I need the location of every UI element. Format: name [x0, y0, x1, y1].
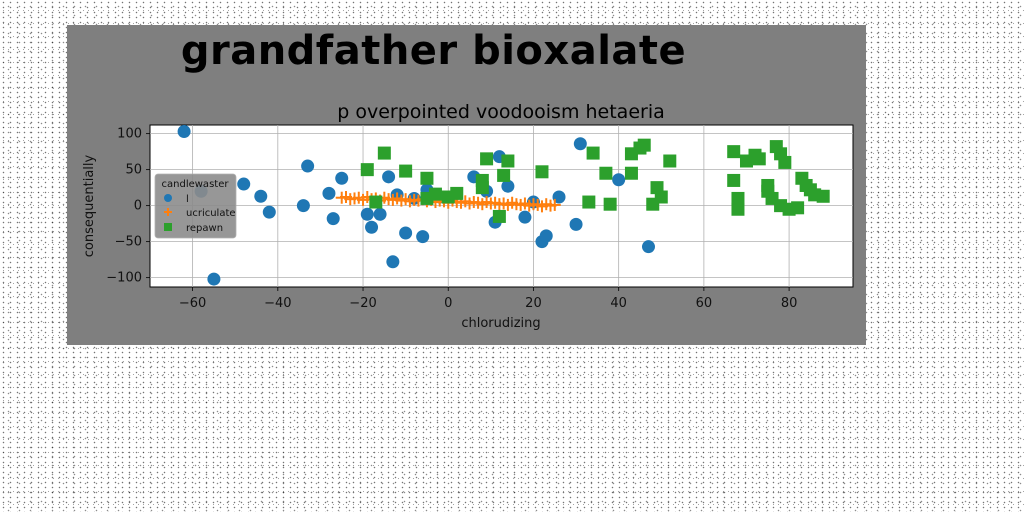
data-point [428, 187, 442, 201]
data-point [569, 217, 583, 231]
data-point [301, 159, 315, 173]
data-point [731, 191, 745, 205]
x-tick-label: −60 [179, 296, 206, 311]
data-point [207, 272, 221, 286]
figure-title: grandfather bioxalate [180, 28, 687, 74]
x-tick-label: 20 [525, 296, 542, 311]
data-point [326, 212, 340, 226]
data-point [254, 189, 268, 203]
data-point [582, 195, 596, 209]
ticks: −60 −40 −20 0 20 40 60 80 −100 −50 0 50 100 [106, 127, 797, 311]
data-point [624, 166, 638, 180]
data-point [535, 165, 549, 179]
data-point [599, 166, 613, 180]
series-repawn [360, 138, 830, 223]
data-point [552, 190, 566, 204]
legend-label-l: l [186, 194, 189, 205]
data-point [663, 154, 677, 168]
legend-label-ucriculate: ucriculate [186, 208, 236, 219]
data-point [586, 146, 600, 160]
data-point [420, 171, 434, 185]
data-point [497, 168, 511, 182]
data-point [360, 207, 374, 221]
legend-label-repawn: repawn [186, 223, 223, 234]
legend-marker-repawn [164, 223, 172, 231]
data-point [727, 145, 741, 159]
data-point [816, 189, 830, 203]
data-point [450, 186, 464, 200]
data-point [731, 202, 745, 216]
data-point [365, 220, 379, 234]
x-tick-label: 60 [696, 296, 713, 311]
data-point [373, 207, 387, 221]
x-tick-label: 0 [444, 296, 452, 311]
data-point [262, 205, 276, 219]
data-point [752, 152, 766, 166]
data-point [603, 197, 617, 211]
data-point [237, 177, 251, 191]
x-axis-title: chlorudizing [461, 316, 540, 331]
data-point [612, 173, 626, 187]
y-tick-label: 100 [117, 127, 142, 142]
data-point [518, 210, 532, 224]
data-point [369, 195, 383, 209]
data-point [501, 179, 515, 193]
data-point [778, 155, 792, 169]
data-point [492, 209, 506, 223]
data-point [177, 124, 191, 138]
y-tick-label: −100 [106, 271, 142, 286]
x-tick-label: 80 [781, 296, 798, 311]
data-point [573, 137, 587, 151]
x-tick-label: −20 [349, 296, 376, 311]
data-point [641, 240, 655, 254]
data-point [548, 198, 561, 211]
data-point [399, 164, 413, 178]
y-axis-title: consequentially [82, 154, 97, 257]
data-point [382, 170, 396, 184]
data-point [637, 138, 651, 152]
data-point [475, 173, 489, 187]
data-point [386, 255, 400, 269]
legend-box [154, 173, 237, 239]
legend-marker-ucriculate [164, 208, 172, 216]
data-point [480, 152, 494, 166]
legend-marker-l [164, 194, 172, 202]
data-point [322, 186, 336, 200]
x-tick-label: −40 [264, 296, 291, 311]
data-point [539, 229, 553, 243]
data-point [727, 173, 741, 187]
data-point [399, 226, 413, 240]
plot-title: p overpointed voodooism hetaeria [337, 101, 665, 123]
data-point [501, 154, 515, 168]
data-point [416, 230, 430, 244]
y-tick-label: 50 [125, 163, 142, 178]
y-tick-label: −50 [115, 235, 142, 250]
legend-title: candlewaster [162, 179, 230, 190]
y-tick-label: 0 [134, 199, 142, 214]
data-point [335, 171, 349, 185]
data-point [360, 163, 374, 177]
legend: candlewaster l ucriculate repawn [154, 173, 237, 239]
data-series [177, 124, 830, 286]
data-point [296, 199, 310, 213]
x-tick-label: 40 [610, 296, 627, 311]
data-point [791, 201, 805, 215]
data-point [654, 190, 668, 204]
data-point [377, 146, 391, 160]
